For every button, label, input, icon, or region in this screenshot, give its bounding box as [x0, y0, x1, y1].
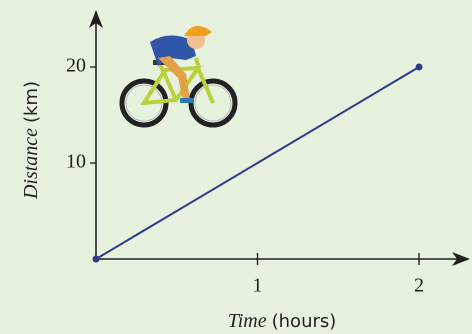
x-axis-label: Time (hours): [228, 310, 337, 332]
point: [415, 63, 423, 71]
y-tick-label: 20: [66, 55, 86, 77]
y-tick-label: 10: [66, 151, 86, 173]
point: [92, 255, 100, 263]
x-tick-label: 1: [253, 275, 263, 297]
x-axis-label-rest: (hours): [272, 311, 337, 332]
y-axis-label: Distance (km): [20, 81, 42, 200]
y-axis-label-italic: Distance: [20, 128, 42, 200]
y-axis-label-rest: (km): [21, 81, 42, 123]
cyclist-illustration: [119, 25, 238, 128]
x-tick-label: 2: [414, 275, 424, 297]
line: [95, 66, 420, 260]
y-axis-arrow: [89, 10, 103, 28]
x-axis-arrow: [452, 252, 470, 266]
x-axis-label-italic: Time: [228, 310, 267, 332]
